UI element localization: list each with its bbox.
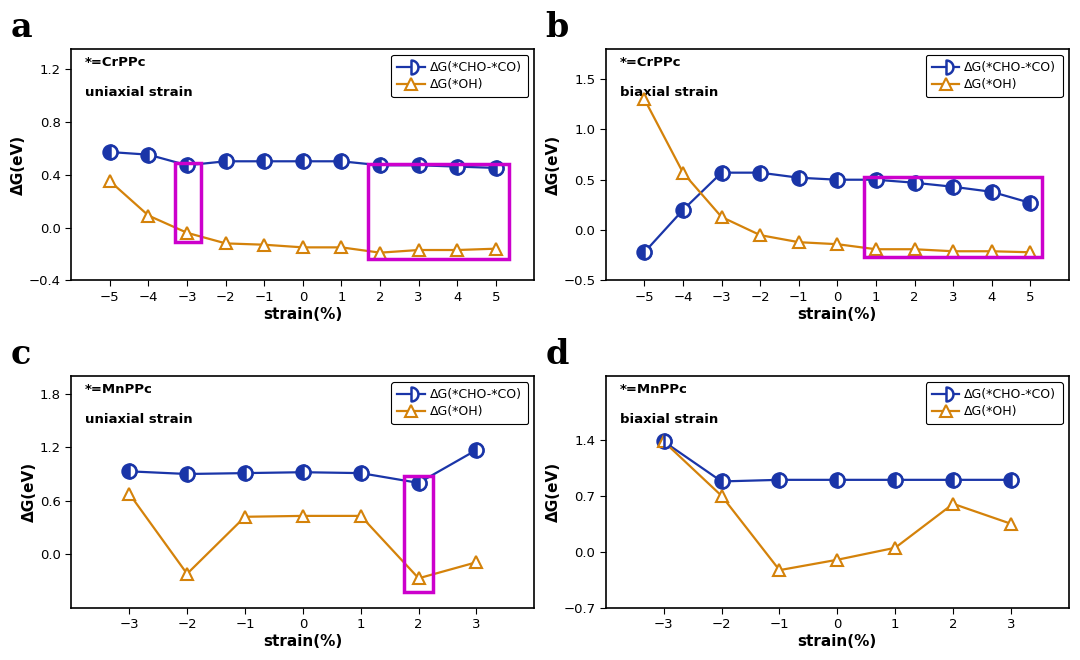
Text: biaxial strain: biaxial strain (620, 86, 718, 99)
X-axis label: strain(%): strain(%) (798, 307, 877, 321)
Bar (404, 476, 433, 591)
X-axis label: strain(%): strain(%) (264, 307, 342, 321)
Bar (864, 177, 1042, 257)
X-axis label: strain(%): strain(%) (264, 634, 342, 649)
Text: a: a (11, 11, 32, 44)
Y-axis label: ΔG(eV): ΔG(eV) (11, 135, 26, 195)
Text: uniaxial strain: uniaxial strain (85, 413, 193, 426)
Text: d: d (545, 339, 569, 372)
Legend: ΔG(*CHO-*CO), ΔG(*OH): ΔG(*CHO-*CO), ΔG(*OH) (391, 382, 528, 424)
Legend: ΔG(*CHO-*CO), ΔG(*OH): ΔG(*CHO-*CO), ΔG(*OH) (926, 55, 1063, 97)
Y-axis label: ΔG(eV): ΔG(eV) (22, 462, 37, 522)
Bar (368, 164, 510, 259)
Text: b: b (545, 11, 569, 44)
X-axis label: strain(%): strain(%) (798, 634, 877, 649)
Text: c: c (11, 339, 31, 372)
Text: uniaxial strain: uniaxial strain (85, 86, 193, 99)
Legend: ΔG(*CHO-*CO), ΔG(*OH): ΔG(*CHO-*CO), ΔG(*OH) (926, 382, 1063, 424)
Y-axis label: ΔG(eV): ΔG(eV) (545, 462, 561, 522)
Text: *=CrPPc: *=CrPPc (85, 55, 147, 69)
Text: biaxial strain: biaxial strain (620, 413, 718, 426)
Bar (175, 162, 201, 242)
Text: *=CrPPc: *=CrPPc (620, 55, 681, 69)
Legend: ΔG(*CHO-*CO), ΔG(*OH): ΔG(*CHO-*CO), ΔG(*OH) (391, 55, 528, 97)
Text: *=MnPPc: *=MnPPc (620, 383, 688, 396)
Text: *=MnPPc: *=MnPPc (85, 383, 153, 396)
Y-axis label: ΔG(eV): ΔG(eV) (545, 135, 561, 195)
